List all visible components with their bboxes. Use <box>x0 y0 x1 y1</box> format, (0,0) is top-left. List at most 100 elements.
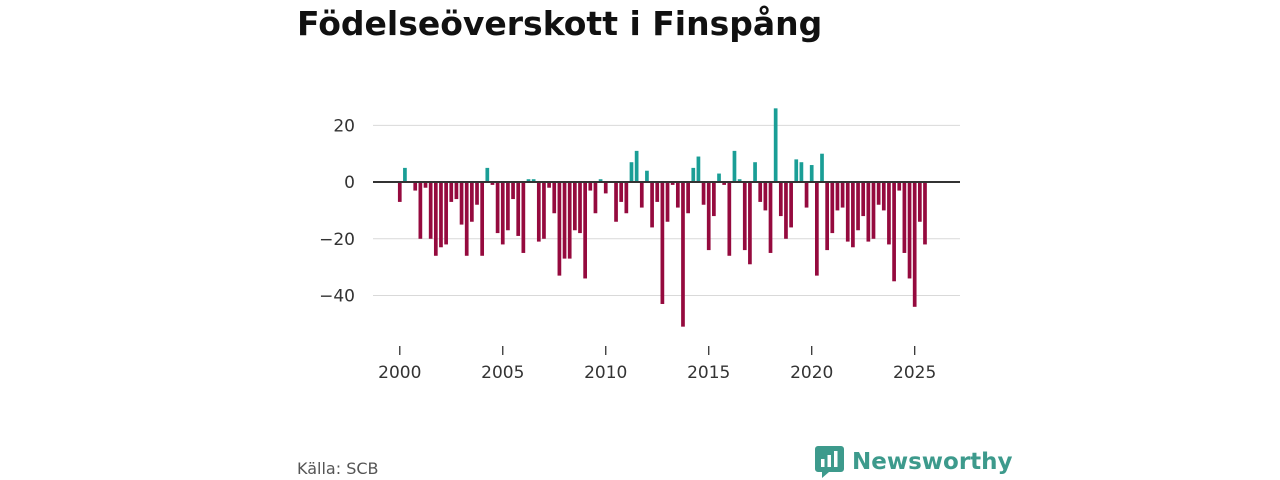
bar-chart: 20 0 −20 −40 2000 2005 2010 2015 2020 2025 <box>319 108 960 383</box>
bar <box>629 162 634 183</box>
y-axis-labels: 20 0 −20 −40 <box>319 116 355 306</box>
bar <box>490 182 495 185</box>
bar <box>655 182 660 202</box>
grid-lines <box>373 124 960 296</box>
bar <box>480 182 485 256</box>
brand-name: Newsworthy <box>852 449 1013 475</box>
bar <box>923 182 927 245</box>
bar <box>464 182 469 256</box>
bar <box>588 182 593 191</box>
bar <box>851 182 855 248</box>
bar <box>809 165 814 183</box>
x-axis: 2000 2005 2010 2015 2020 2025 <box>378 346 936 383</box>
bar <box>912 182 917 307</box>
bar <box>516 182 521 236</box>
bar <box>439 182 443 248</box>
bar <box>681 182 685 327</box>
bar <box>820 153 824 183</box>
bar <box>675 182 680 208</box>
bar <box>454 182 459 200</box>
x-tick-label: 2005 <box>481 363 524 383</box>
x-tick-label: 2025 <box>893 363 936 383</box>
bar <box>428 182 433 239</box>
brand-logo[interactable]: Newsworthy <box>815 446 1013 478</box>
bar <box>639 182 644 208</box>
bar <box>804 182 809 208</box>
bar <box>686 182 690 214</box>
bar <box>768 182 773 253</box>
bar <box>737 179 742 183</box>
bar <box>902 182 907 253</box>
bar <box>789 182 793 228</box>
bar <box>557 182 562 276</box>
bar <box>712 182 716 217</box>
bar <box>691 167 696 183</box>
bar <box>763 182 768 211</box>
bar <box>511 182 515 200</box>
bar <box>495 182 500 234</box>
bar <box>536 182 541 242</box>
bar <box>773 108 778 183</box>
bar <box>634 150 639 183</box>
y-tick-label: −20 <box>319 230 355 250</box>
bar <box>871 182 876 239</box>
bar <box>449 182 454 202</box>
bar <box>701 182 706 205</box>
source-caption: Källa: SCB <box>297 459 379 478</box>
bar <box>423 182 428 188</box>
bar <box>624 182 629 214</box>
bar <box>758 182 763 202</box>
bar <box>835 182 840 211</box>
bar <box>881 182 886 211</box>
newsworthy-logo-icon <box>815 446 844 478</box>
x-tick-label: 2010 <box>584 363 627 383</box>
bar <box>397 182 402 202</box>
bar <box>485 167 490 183</box>
bar <box>840 182 845 208</box>
bar <box>403 167 407 183</box>
bar <box>748 182 752 265</box>
bar <box>660 182 665 304</box>
bar <box>706 182 711 251</box>
bar <box>845 182 850 242</box>
bar <box>917 182 922 222</box>
y-tick-label: −40 <box>319 286 355 306</box>
chart-title: Födelseöverskott i Finspång <box>297 4 823 43</box>
bar <box>670 182 675 185</box>
bar <box>593 182 598 214</box>
bar <box>526 179 531 183</box>
bar <box>567 182 572 259</box>
bar <box>897 182 902 191</box>
bar <box>856 182 860 231</box>
bar <box>727 182 732 256</box>
bar <box>830 182 835 234</box>
x-tick-label: 2000 <box>378 363 421 383</box>
x-tick-label: 2015 <box>687 363 730 383</box>
bar <box>433 182 438 256</box>
y-tick-label: 0 <box>344 173 355 193</box>
bar <box>459 182 464 225</box>
bar <box>614 182 618 222</box>
bar <box>475 182 479 205</box>
bar <box>815 182 819 276</box>
bar <box>753 162 757 183</box>
bar <box>413 182 418 191</box>
bar <box>521 182 526 253</box>
bar <box>665 182 670 222</box>
bar <box>552 182 557 214</box>
bar <box>603 182 608 194</box>
bar <box>892 182 896 282</box>
bar <box>506 182 510 231</box>
bar-series <box>397 108 927 327</box>
bar <box>619 182 624 202</box>
bar <box>578 182 582 234</box>
bar <box>866 182 871 242</box>
bar <box>547 182 551 188</box>
bar <box>444 182 448 245</box>
bar <box>794 159 799 183</box>
bar <box>887 182 891 245</box>
bar <box>572 182 577 231</box>
bar <box>732 150 737 183</box>
x-tick-label: 2020 <box>790 363 833 383</box>
bar <box>722 182 727 185</box>
